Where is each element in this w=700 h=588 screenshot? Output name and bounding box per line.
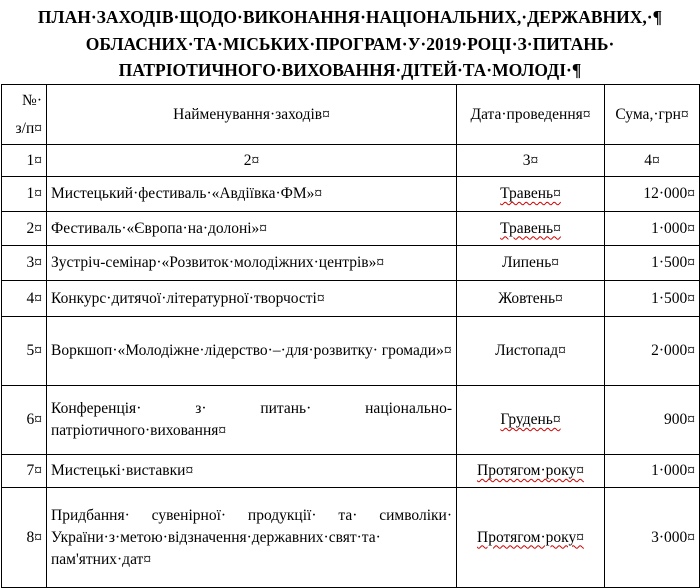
row-sum: 1·500¤ bbox=[604, 245, 700, 281]
row-date: Протягом·року¤ bbox=[456, 454, 605, 488]
row-sum: 2·000¤ bbox=[604, 316, 700, 386]
title-line-2: ОБЛАСНИХ·ТА·МІСЬКИХ·ПРОГРАМ·У·2019·РОЦІ·… bbox=[85, 33, 615, 54]
row-date: Грудень¤ bbox=[456, 385, 605, 455]
row-number: 5¤ bbox=[1, 316, 47, 386]
row-number: 4¤ bbox=[1, 280, 47, 317]
row-event-name: Зустріч-семінар·«Розвиток·молодіжних·цен… bbox=[46, 245, 457, 281]
row-event-name: Воркшоп·«Молодіжне·лідерство·–·для·розви… bbox=[46, 316, 457, 386]
row-date: Протягом·року¤ bbox=[456, 487, 605, 588]
header-num: №· з/п¤ bbox=[1, 84, 47, 145]
row-sum: 3·000¤ bbox=[604, 487, 700, 588]
table-row: 5¤ Воркшоп·«Молодіжне·лідерство·–·для·роз… bbox=[1, 316, 700, 386]
row-sum: 1·000¤ bbox=[604, 211, 700, 246]
events-table: №· з/п¤ Найменування·заходів¤ Дата·провед… bbox=[1, 84, 700, 588]
index-cell: 1¤ bbox=[1, 144, 47, 177]
row-number: 8¤ bbox=[1, 487, 47, 588]
document-title: ПЛАН·ЗАХОДІВ·ЩОДО·ВИКОНАННЯ·НАЦІОНАЛЬНИХ… bbox=[0, 4, 700, 84]
header-num-line1: №· bbox=[22, 91, 42, 109]
row-number: 1¤ bbox=[1, 176, 47, 212]
row-date: Липень¤ bbox=[456, 245, 605, 281]
header-date: Дата·проведення¤ bbox=[456, 84, 605, 145]
row-number: 3¤ bbox=[1, 245, 47, 281]
header-row: №· з/п¤ Найменування·заходів¤ Дата·провед… bbox=[1, 84, 700, 145]
table-row: 2¤ Фестиваль·«Європа·на·долоні»¤ Травень¤ 1… bbox=[1, 211, 700, 246]
row-sum: 1·000¤ bbox=[604, 454, 700, 488]
row-date: Листопад¤ bbox=[456, 316, 605, 386]
row-date: Травень¤ bbox=[456, 211, 605, 246]
row-date: Жовтень¤ bbox=[456, 280, 605, 317]
row-event-name: Конференція· з· питань· національно-патр… bbox=[46, 385, 457, 455]
title-line-1: ПЛАН·ЗАХОДІВ·ЩОДО·ВИКОНАННЯ·НАЦІОНАЛЬНИХ… bbox=[37, 7, 663, 27]
row-sum: 12·000¤ bbox=[604, 176, 700, 212]
row-number: 7¤ bbox=[1, 454, 47, 488]
header-num-line2: з/п¤ bbox=[15, 119, 42, 137]
table-row: 3¤ Зустріч-семінар·«Розвиток·молодіжних·ц… bbox=[1, 245, 700, 281]
row-event-name: Мистецький·фестиваль·«Авдіївка·ФМ»¤ bbox=[46, 176, 457, 212]
table-row: 8¤ Придбання· сувенірної· продукції· та· … bbox=[1, 487, 700, 588]
table-row: 6¤ Конференція· з· питань· національно-па… bbox=[1, 385, 700, 455]
row-event-name: Фестиваль·«Європа·на·долоні»¤ bbox=[46, 211, 457, 246]
index-row: 1¤ 2¤ 3¤ 4¤ bbox=[1, 144, 700, 177]
index-cell: 3¤ bbox=[456, 144, 605, 177]
table-row: 1¤ Мистецький·фестиваль·«Авдіївка·ФМ»¤ Тра… bbox=[1, 176, 700, 212]
index-cell: 2¤ bbox=[46, 144, 457, 177]
table-row: 4¤ Конкурс·дитячої·літературної·творчості… bbox=[1, 280, 700, 317]
row-event-name: Мистецькі·виставки¤ bbox=[46, 454, 457, 488]
title-line-3: ПАТРІОТИЧНОГО·ВИХОВАННЯ·ДІТЕЙ·ТА·МОЛОДІ·… bbox=[118, 60, 582, 80]
row-number: 2¤ bbox=[1, 211, 47, 246]
table-row: 7¤ Мистецькі·виставки¤ Протягом·року¤ 1·000… bbox=[1, 454, 700, 488]
header-name: Найменування·заходів¤ bbox=[46, 84, 457, 145]
row-sum: 900¤ bbox=[604, 385, 700, 455]
header-sum: Сума,·грн¤ bbox=[604, 84, 700, 145]
index-cell: 4¤ bbox=[604, 144, 700, 177]
row-event-name: Придбання· сувенірної· продукції· та· си… bbox=[46, 487, 457, 588]
row-event-name: Конкурс·дитячої·літературної·творчості¤ bbox=[46, 280, 457, 317]
row-number: 6¤ bbox=[1, 385, 47, 455]
row-sum: 1·500¤ bbox=[604, 280, 700, 317]
row-date: Травень¤ bbox=[456, 176, 605, 212]
